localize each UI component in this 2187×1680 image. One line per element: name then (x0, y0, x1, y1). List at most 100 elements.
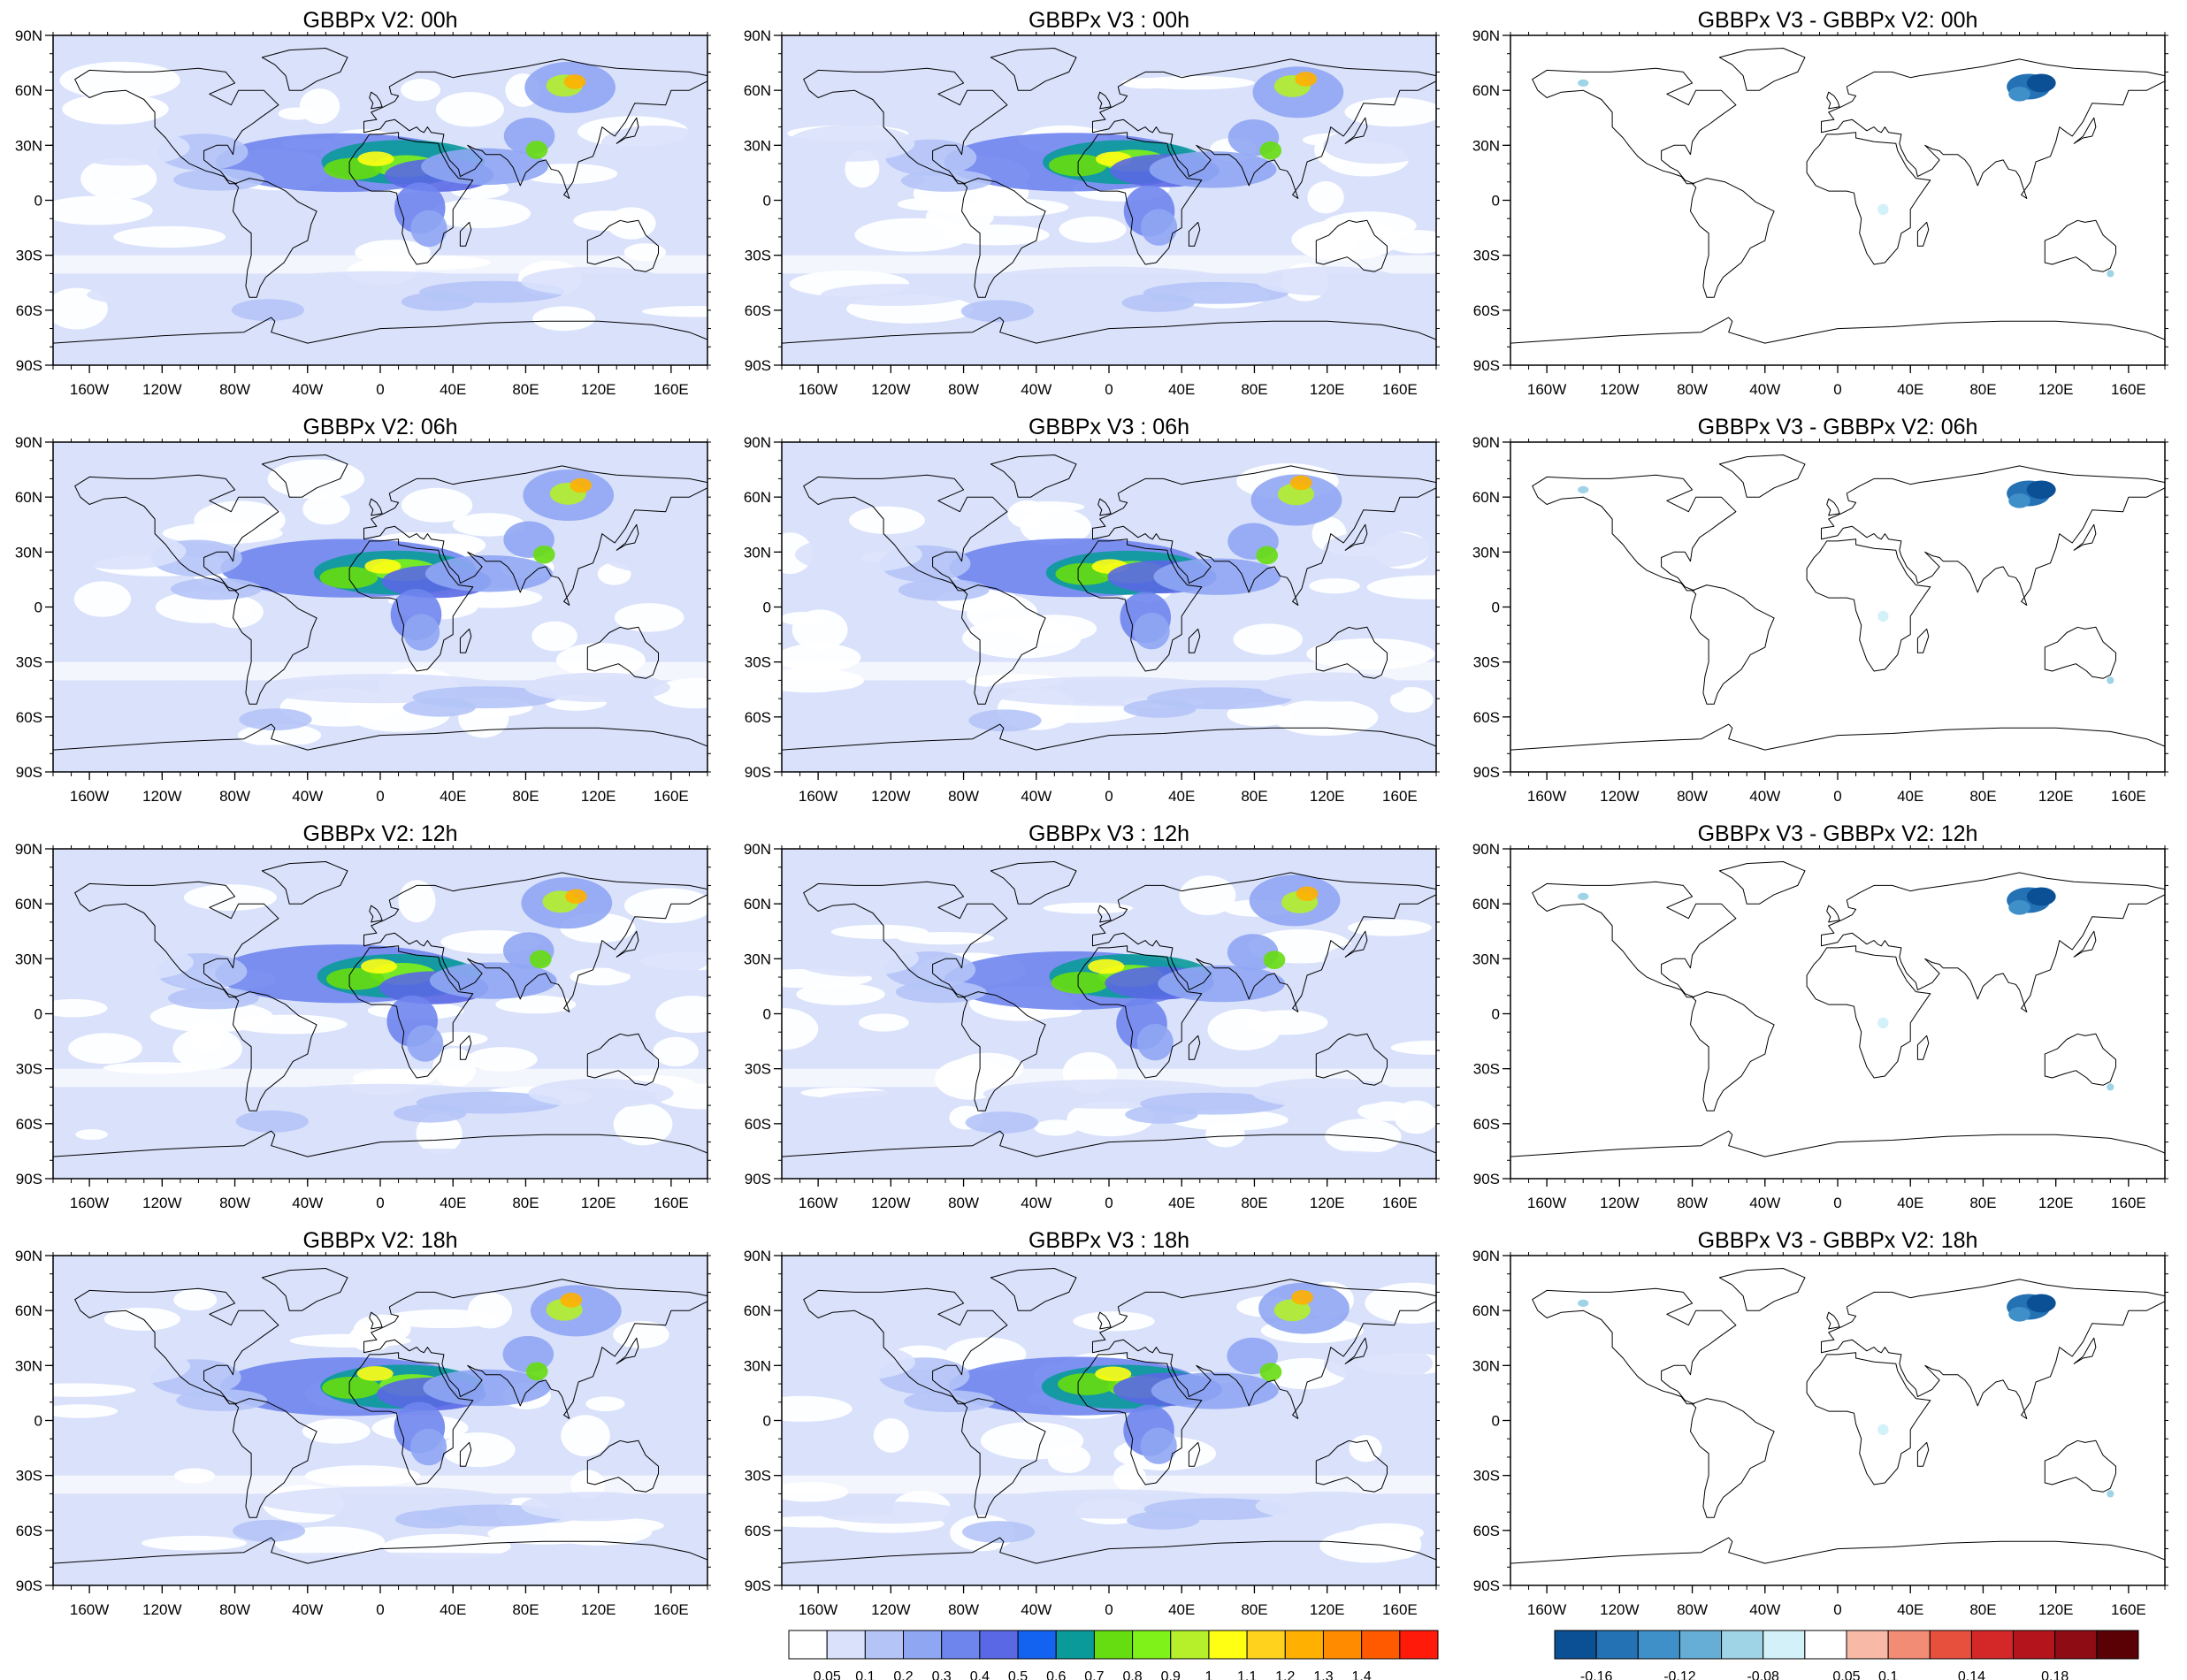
lon-tick-label: 160W (799, 1195, 837, 1211)
lon-tick-label: 0 (1833, 1601, 1841, 1618)
coastline-namerica (803, 474, 1008, 592)
colorbar-label: 0.5 (1008, 1669, 1028, 1680)
lat-tick-label: 90N (1472, 434, 1500, 451)
colorbar-field: 0.05 0.1 0.2 0.3 0.4 0.5 0.6 0.7 0.8 0.9 1 1.1 1.2 1.… (788, 1630, 1439, 1680)
lat-tick-label: 60N (1472, 1302, 1500, 1319)
lon-tick-label: 120W (142, 788, 181, 805)
coastline-namerica (803, 67, 1008, 185)
coastline-eurasia (1092, 1279, 1436, 1419)
colorbar-label: 0.4 (970, 1669, 990, 1680)
coastline-samerica (233, 178, 317, 298)
lon-tick-label: 80E (512, 788, 539, 805)
coastline-africa (1077, 132, 1203, 265)
lon-tick-label: 120W (871, 1195, 910, 1211)
panel-title: GBBPx V2: 00h (302, 8, 457, 33)
panel-title: GBBPx V2: 06h (302, 415, 457, 439)
colorbar-swatch (1017, 1630, 1057, 1660)
coastline-madagascar (1188, 1035, 1201, 1060)
lat-tick-label: 0 (763, 193, 771, 210)
colorbar-label: 0.14 (1958, 1669, 1985, 1680)
colorbar-swatch (941, 1630, 981, 1660)
lon-tick-label: 40E (1897, 788, 1923, 805)
coastline-africa (1077, 945, 1203, 1079)
coastline-africa (1806, 945, 1931, 1079)
coastline-uk (1097, 1311, 1112, 1330)
lat-tick-label: 90S (745, 764, 771, 781)
coastline-uk (369, 905, 383, 923)
lon-tick-label: 80W (948, 1195, 979, 1211)
colorbar-swatch (1246, 1630, 1286, 1660)
coastline-madagascar (1916, 1035, 1930, 1060)
lon-tick-label: 40W (1021, 381, 1051, 398)
lon-tick-label: 80E (1241, 381, 1267, 398)
coastline-greenland (990, 861, 1077, 905)
map-panel: GBBPx V3 : 06h 90N 60N 30N 0 30S 60S 90S 160W 120… (744, 415, 1440, 805)
lat-tick-label: 30S (745, 1468, 771, 1485)
lon-tick-label: 120E (2038, 1195, 2074, 1211)
lon-tick-label: 80E (1241, 1601, 1267, 1618)
coastline-uk (1097, 498, 1112, 516)
lon-tick-label: 160W (799, 1601, 837, 1618)
lat-tick-label: 0 (34, 1413, 42, 1430)
coastline-greenland (261, 1268, 348, 1311)
panel-title: GBBPx V3 : 00h (1029, 8, 1189, 33)
coastline-greenland (990, 1268, 1077, 1311)
lon-tick-label: 120W (1600, 381, 1639, 398)
lat-tick-label: 90N (1472, 841, 1500, 858)
coastline-madagascar (459, 1441, 472, 1467)
lon-tick-label: 120E (581, 1195, 616, 1211)
lat-tick-label: 30N (1472, 544, 1500, 561)
lon-tick-label: 120E (581, 381, 616, 398)
coastline-madagascar (1916, 628, 1930, 653)
lat-tick-label: 60N (15, 489, 42, 506)
lon-tick-label: 120W (142, 1601, 181, 1618)
lat-tick-label: 60S (16, 1523, 42, 1539)
colorbar-swatch (1170, 1630, 1210, 1660)
lon-tick-label: 0 (1105, 1601, 1113, 1618)
lat-tick-label: 90N (744, 27, 771, 44)
colorbar-swatch (1361, 1630, 1401, 1660)
panel-title: GBBPx V3 : 18h (1029, 1228, 1189, 1253)
lat-tick-label: 60S (1473, 709, 1500, 726)
colorbar-swatch (1887, 1630, 1931, 1660)
coastline-antarctica (782, 1130, 1436, 1179)
lon-tick-label: 120W (871, 1601, 910, 1618)
lat-tick-label: 90N (15, 1248, 42, 1264)
coastline-africa (1806, 1352, 1931, 1485)
lon-tick-label: 120W (871, 381, 910, 398)
colorbar-label: 0.2 (893, 1669, 913, 1680)
coastline-africa (348, 945, 474, 1079)
lat-tick-label: 30N (1472, 1357, 1500, 1374)
coastline-uk (1097, 91, 1112, 110)
lat-tick-label: 30S (745, 654, 771, 671)
lat-tick-label: 60N (744, 82, 771, 99)
lon-tick-label: 80W (219, 788, 250, 805)
lon-tick-label: 40W (1749, 381, 1780, 398)
lon-tick-label: 120W (871, 788, 910, 805)
coastline-greenland (990, 454, 1077, 498)
lon-tick-label: 40W (1749, 1601, 1780, 1618)
lat-tick-label: 30S (745, 1061, 771, 1078)
coastline-madagascar (1916, 1441, 1930, 1467)
lon-tick-label: 160W (1527, 1601, 1566, 1618)
coastline-namerica (74, 881, 279, 998)
coastline-eurasia (363, 465, 707, 606)
lat-tick-label: 90S (1473, 1577, 1500, 1594)
lon-tick-label: 40W (1749, 788, 1780, 805)
lat-tick-label: 0 (34, 1006, 42, 1023)
lon-tick-label: 120E (1310, 788, 1345, 805)
lon-tick-label: 40E (1168, 1195, 1195, 1211)
panel-title: GBBPx V2: 12h (302, 821, 457, 846)
coastline-australia (2044, 219, 2116, 272)
coastline-australia (1315, 219, 1388, 272)
coastline-greenland (261, 48, 348, 91)
lat-tick-label: 90S (1473, 1171, 1500, 1187)
coastline-australia (1315, 1033, 1388, 1086)
lon-tick-label: 80E (1969, 788, 1996, 805)
colorbar-label: 1.3 (1313, 1669, 1333, 1680)
map-panel: GBBPx V2: 06h 90N 60N 30N 0 30S 60S 90S 160W 120W… (15, 415, 711, 805)
lat-tick-label: 60N (744, 896, 771, 913)
lat-tick-label: 0 (763, 1413, 771, 1430)
coastline-namerica (1532, 67, 1737, 185)
